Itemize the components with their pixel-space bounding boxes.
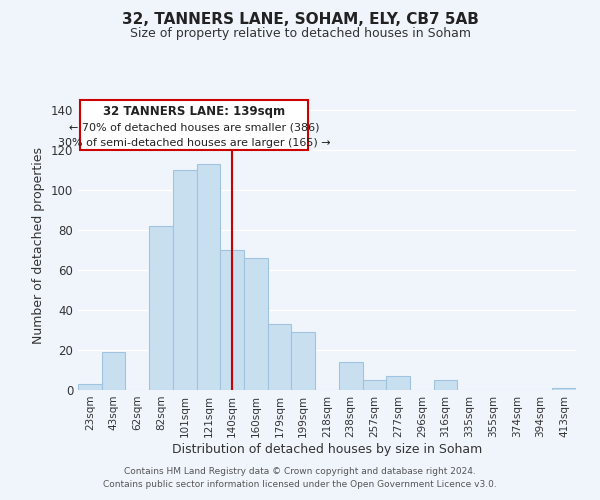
Bar	[268, 324, 292, 390]
Bar	[197, 164, 220, 390]
Text: 30% of semi-detached houses are larger (165) →: 30% of semi-detached houses are larger (…	[58, 138, 331, 148]
Text: 32, TANNERS LANE, SOHAM, ELY, CB7 5AB: 32, TANNERS LANE, SOHAM, ELY, CB7 5AB	[122, 12, 478, 28]
Text: Contains HM Land Registry data © Crown copyright and database right 2024.: Contains HM Land Registry data © Crown c…	[124, 467, 476, 476]
Text: 32 TANNERS LANE: 139sqm: 32 TANNERS LANE: 139sqm	[103, 105, 285, 118]
Bar	[173, 170, 197, 390]
Text: Size of property relative to detached houses in Soham: Size of property relative to detached ho…	[130, 28, 470, 40]
Y-axis label: Number of detached properties: Number of detached properties	[32, 146, 45, 344]
X-axis label: Distribution of detached houses by size in Soham: Distribution of detached houses by size …	[172, 442, 482, 456]
Text: ← 70% of detached houses are smaller (386): ← 70% of detached houses are smaller (38…	[69, 122, 319, 132]
Bar	[149, 226, 173, 390]
FancyBboxPatch shape	[80, 100, 308, 150]
Bar	[220, 250, 244, 390]
Bar	[362, 380, 386, 390]
Bar	[339, 362, 362, 390]
Text: Contains public sector information licensed under the Open Government Licence v3: Contains public sector information licen…	[103, 480, 497, 489]
Bar	[102, 352, 125, 390]
Bar	[292, 332, 315, 390]
Bar	[386, 376, 410, 390]
Bar	[552, 388, 576, 390]
Bar	[78, 384, 102, 390]
Bar	[434, 380, 457, 390]
Bar	[244, 258, 268, 390]
